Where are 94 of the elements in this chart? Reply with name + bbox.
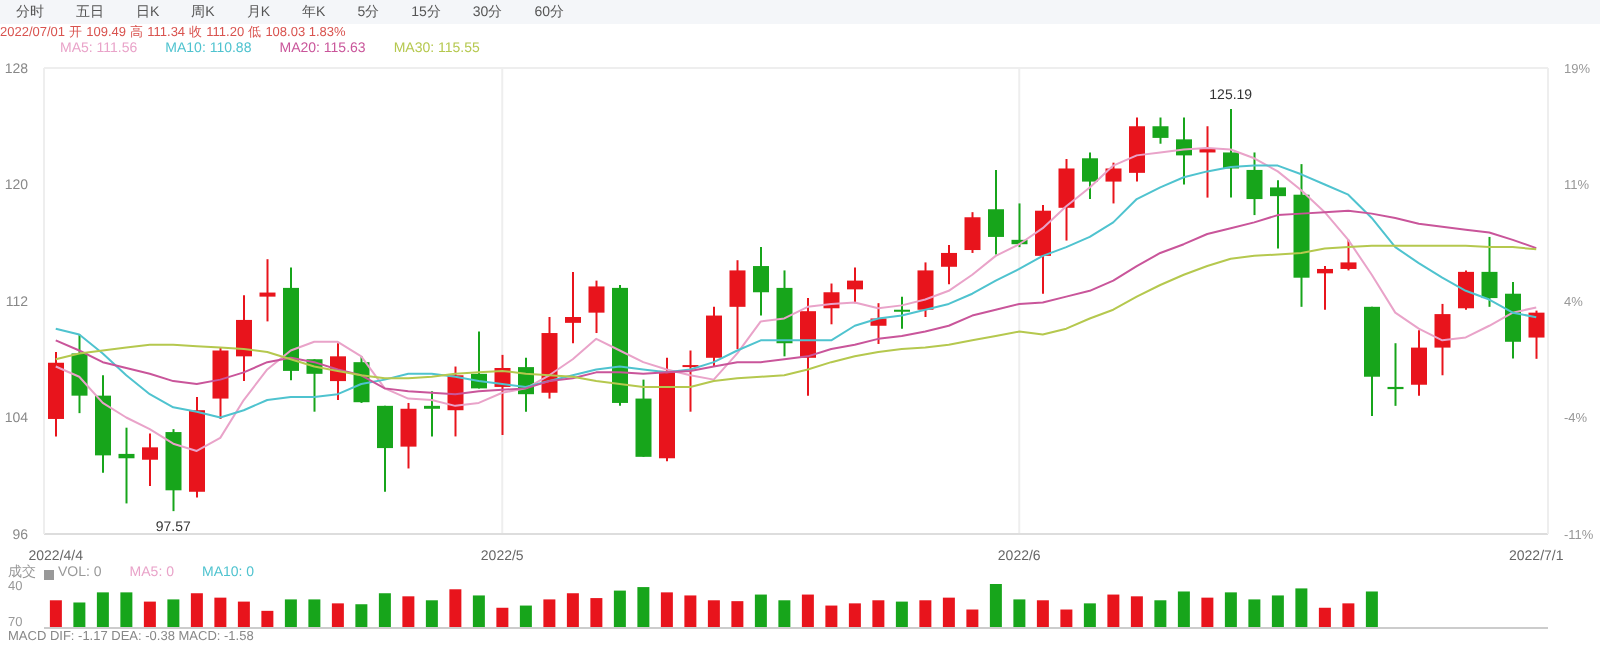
candlestick [1152, 116, 1169, 145]
candlestick [1317, 265, 1333, 311]
candlestick [1105, 161, 1122, 205]
bar [895, 601, 908, 628]
candlestick [1246, 151, 1263, 217]
bar [1295, 588, 1308, 628]
bar [1365, 591, 1378, 628]
bar [1318, 607, 1331, 628]
bar [872, 600, 885, 628]
bar [1342, 603, 1355, 628]
bar [825, 605, 838, 628]
bar [1107, 594, 1120, 628]
candlestick [894, 295, 910, 330]
candlestick [753, 246, 769, 317]
bar [1013, 599, 1026, 628]
bar [1201, 597, 1214, 628]
candlestick [1481, 235, 1498, 308]
bar [660, 592, 673, 628]
candlestick [236, 294, 252, 383]
bar [425, 600, 438, 628]
bar [120, 592, 133, 628]
candlestick [847, 266, 863, 305]
bar [402, 596, 415, 628]
bar [143, 601, 156, 628]
bar [989, 584, 1002, 628]
bar [1083, 603, 1096, 628]
candlestick [964, 211, 981, 254]
candlestick [1270, 179, 1286, 250]
bar [637, 587, 650, 628]
candlestick [142, 432, 158, 487]
candlestick [1387, 342, 1404, 407]
candlestick [729, 259, 746, 351]
bar [167, 599, 180, 628]
bar [214, 597, 227, 628]
candlestick [988, 168, 1004, 256]
bar [449, 589, 462, 628]
bar [566, 593, 579, 628]
candlestick [377, 404, 393, 493]
candlestick [1528, 309, 1545, 360]
candlestick [917, 261, 934, 319]
bar [613, 590, 626, 628]
bar [237, 601, 250, 628]
candlestick [1340, 238, 1357, 272]
candlestick [1035, 203, 1051, 295]
candlestick [1058, 158, 1075, 242]
bar [331, 603, 344, 628]
bar [801, 594, 814, 628]
bar [731, 601, 744, 628]
bar [543, 599, 556, 628]
bar [496, 607, 509, 628]
candlestick [941, 243, 957, 286]
candlestick [71, 333, 88, 415]
candlestick [118, 426, 135, 505]
bar [778, 600, 791, 628]
bar [1177, 591, 1190, 628]
candlestick [1129, 116, 1145, 183]
bar [73, 602, 86, 628]
candlestick [259, 258, 276, 323]
candlestick [1411, 329, 1427, 397]
candlestick [1434, 302, 1451, 377]
candlestick [1082, 151, 1098, 201]
bar [919, 600, 932, 628]
bar [754, 594, 767, 628]
bar [1224, 592, 1237, 628]
bar [308, 599, 321, 628]
candlestick [1458, 269, 1474, 311]
candlestick [400, 401, 417, 470]
bar [684, 595, 697, 628]
bar [707, 600, 720, 628]
bar [966, 609, 979, 628]
candlestick [800, 297, 816, 397]
bar [49, 600, 62, 628]
bar [1248, 599, 1261, 628]
bar [1036, 600, 1049, 628]
candlestick [706, 305, 722, 368]
bar [590, 598, 603, 628]
bar [261, 610, 274, 628]
candlestick [588, 279, 605, 335]
bar [519, 605, 532, 628]
bar [1271, 595, 1284, 628]
bar [355, 604, 368, 628]
bar [472, 595, 485, 628]
bar [942, 597, 955, 628]
bar [848, 603, 861, 628]
bar [1130, 596, 1143, 628]
candlestick [565, 270, 581, 345]
candlestick [682, 349, 699, 413]
bar [190, 593, 203, 628]
bar [96, 592, 109, 628]
bar [284, 599, 297, 628]
bar [378, 593, 391, 628]
bar [1154, 600, 1167, 628]
candlestick [424, 390, 440, 438]
bar [1060, 609, 1073, 628]
